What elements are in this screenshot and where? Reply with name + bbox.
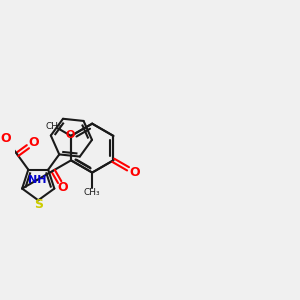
Text: O: O: [129, 166, 140, 179]
Text: O: O: [28, 136, 38, 149]
Text: O: O: [0, 132, 11, 145]
Text: O: O: [65, 130, 75, 140]
Text: S: S: [34, 199, 43, 212]
Text: CH₃: CH₃: [46, 122, 62, 130]
Text: NH: NH: [28, 175, 46, 185]
Text: CH₃: CH₃: [84, 188, 101, 197]
Text: O: O: [58, 181, 68, 194]
